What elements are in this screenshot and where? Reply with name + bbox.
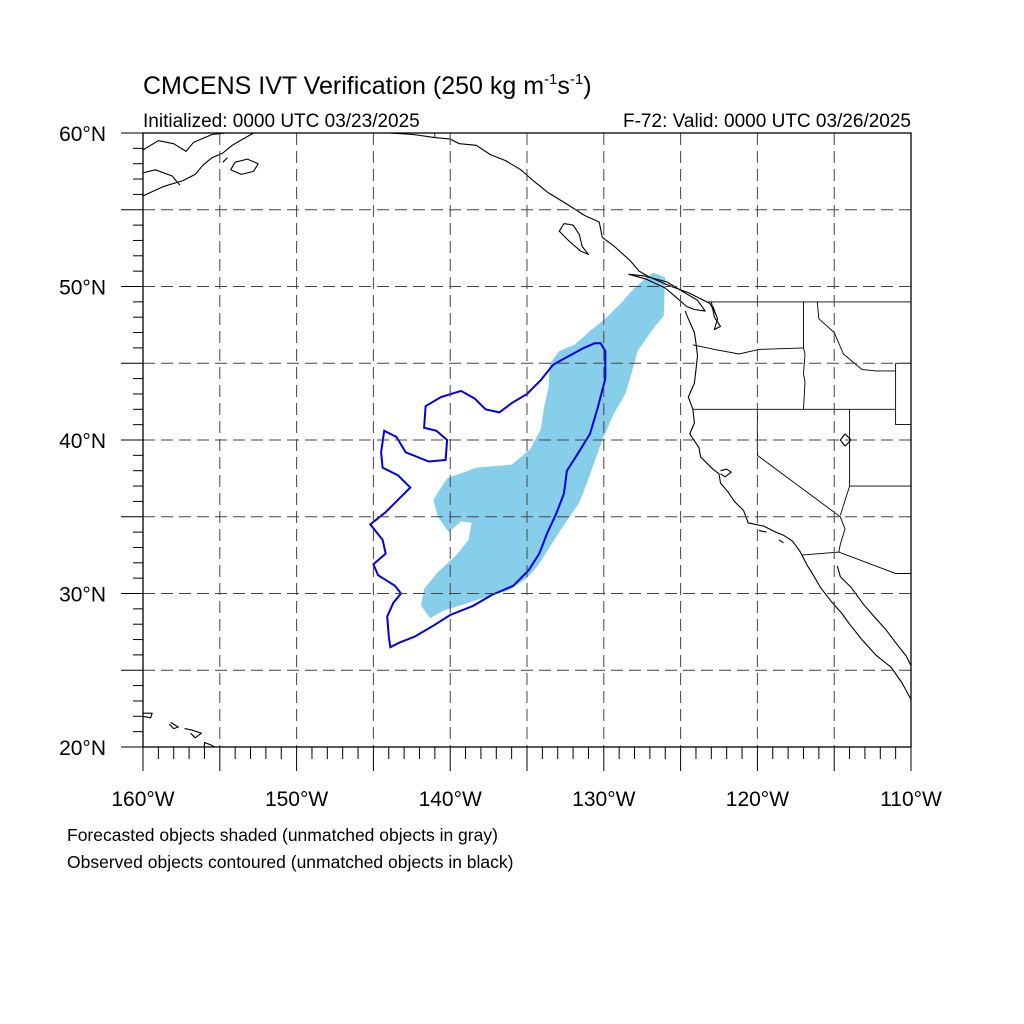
coastline	[143, 712, 153, 719]
political-border	[692, 344, 804, 355]
coastline	[222, 157, 228, 163]
political-border	[816, 301, 896, 372]
legend-observed-note: Observed objects contoured (unmatched ob…	[67, 852, 514, 872]
title-exponent-2: -1	[569, 71, 584, 88]
coastline	[628, 273, 706, 312]
lon-label: 110°W	[880, 788, 942, 811]
coastline	[710, 301, 722, 331]
coastline	[184, 728, 202, 739]
coastline	[230, 158, 259, 175]
title-exponent-1: -1	[544, 71, 558, 88]
title-text: CMCENS IVT Verification (250 kg m	[143, 72, 545, 100]
coastline-layer	[143, 133, 911, 747]
coastline	[684, 310, 911, 700]
coastline	[836, 565, 911, 666]
initialized-time: Initialized: 0000 UTC 03/23/2025	[143, 111, 420, 132]
lon-label: 160°W	[111, 788, 174, 811]
map-frame-layer	[121, 132, 912, 771]
axis-labels-layer: 60°N 50°N 40°N 30°N 20°N 160°W 150°W 140°W 130°W…	[59, 123, 942, 811]
lon-label: 150°W	[265, 788, 328, 811]
coastline	[758, 530, 767, 533]
coastline	[168, 721, 179, 730]
coastline	[839, 433, 852, 447]
lon-label: 120°W	[726, 788, 789, 811]
lat-label: 40°N	[59, 430, 106, 453]
lon-label: 140°W	[419, 788, 482, 811]
coastline	[778, 539, 784, 544]
coastline	[356, 133, 717, 315]
lat-lon-grid-layer	[143, 133, 911, 747]
coastline	[558, 223, 589, 255]
lat-label: 50°N	[59, 277, 106, 300]
lat-label: 30°N	[59, 584, 106, 607]
coastline	[143, 169, 181, 186]
political-border	[895, 363, 911, 426]
map-title: CMCENS IVT Verification (250 kg m-1s-1)	[143, 72, 592, 101]
political-borders-layer	[434, 133, 911, 574]
legend-forecast-note: Forecasted objects shaded (unmatched obj…	[67, 825, 498, 845]
political-border	[801, 551, 911, 574]
observed-ivt-contour	[368, 342, 607, 649]
coastline	[720, 468, 732, 478]
observed-objects-layer	[368, 342, 607, 649]
lat-label: 20°N	[59, 737, 106, 760]
title-close-paren: )	[583, 72, 592, 100]
valid-time: F-72: Valid: 0000 UTC 03/26/2025	[623, 111, 911, 132]
title-text-s: s	[557, 72, 570, 100]
political-border	[803, 301, 806, 410]
political-border	[838, 516, 846, 553]
lon-label: 130°W	[572, 788, 635, 811]
coastline	[143, 133, 254, 197]
coastline	[203, 741, 216, 747]
lat-label: 60°N	[59, 123, 106, 146]
